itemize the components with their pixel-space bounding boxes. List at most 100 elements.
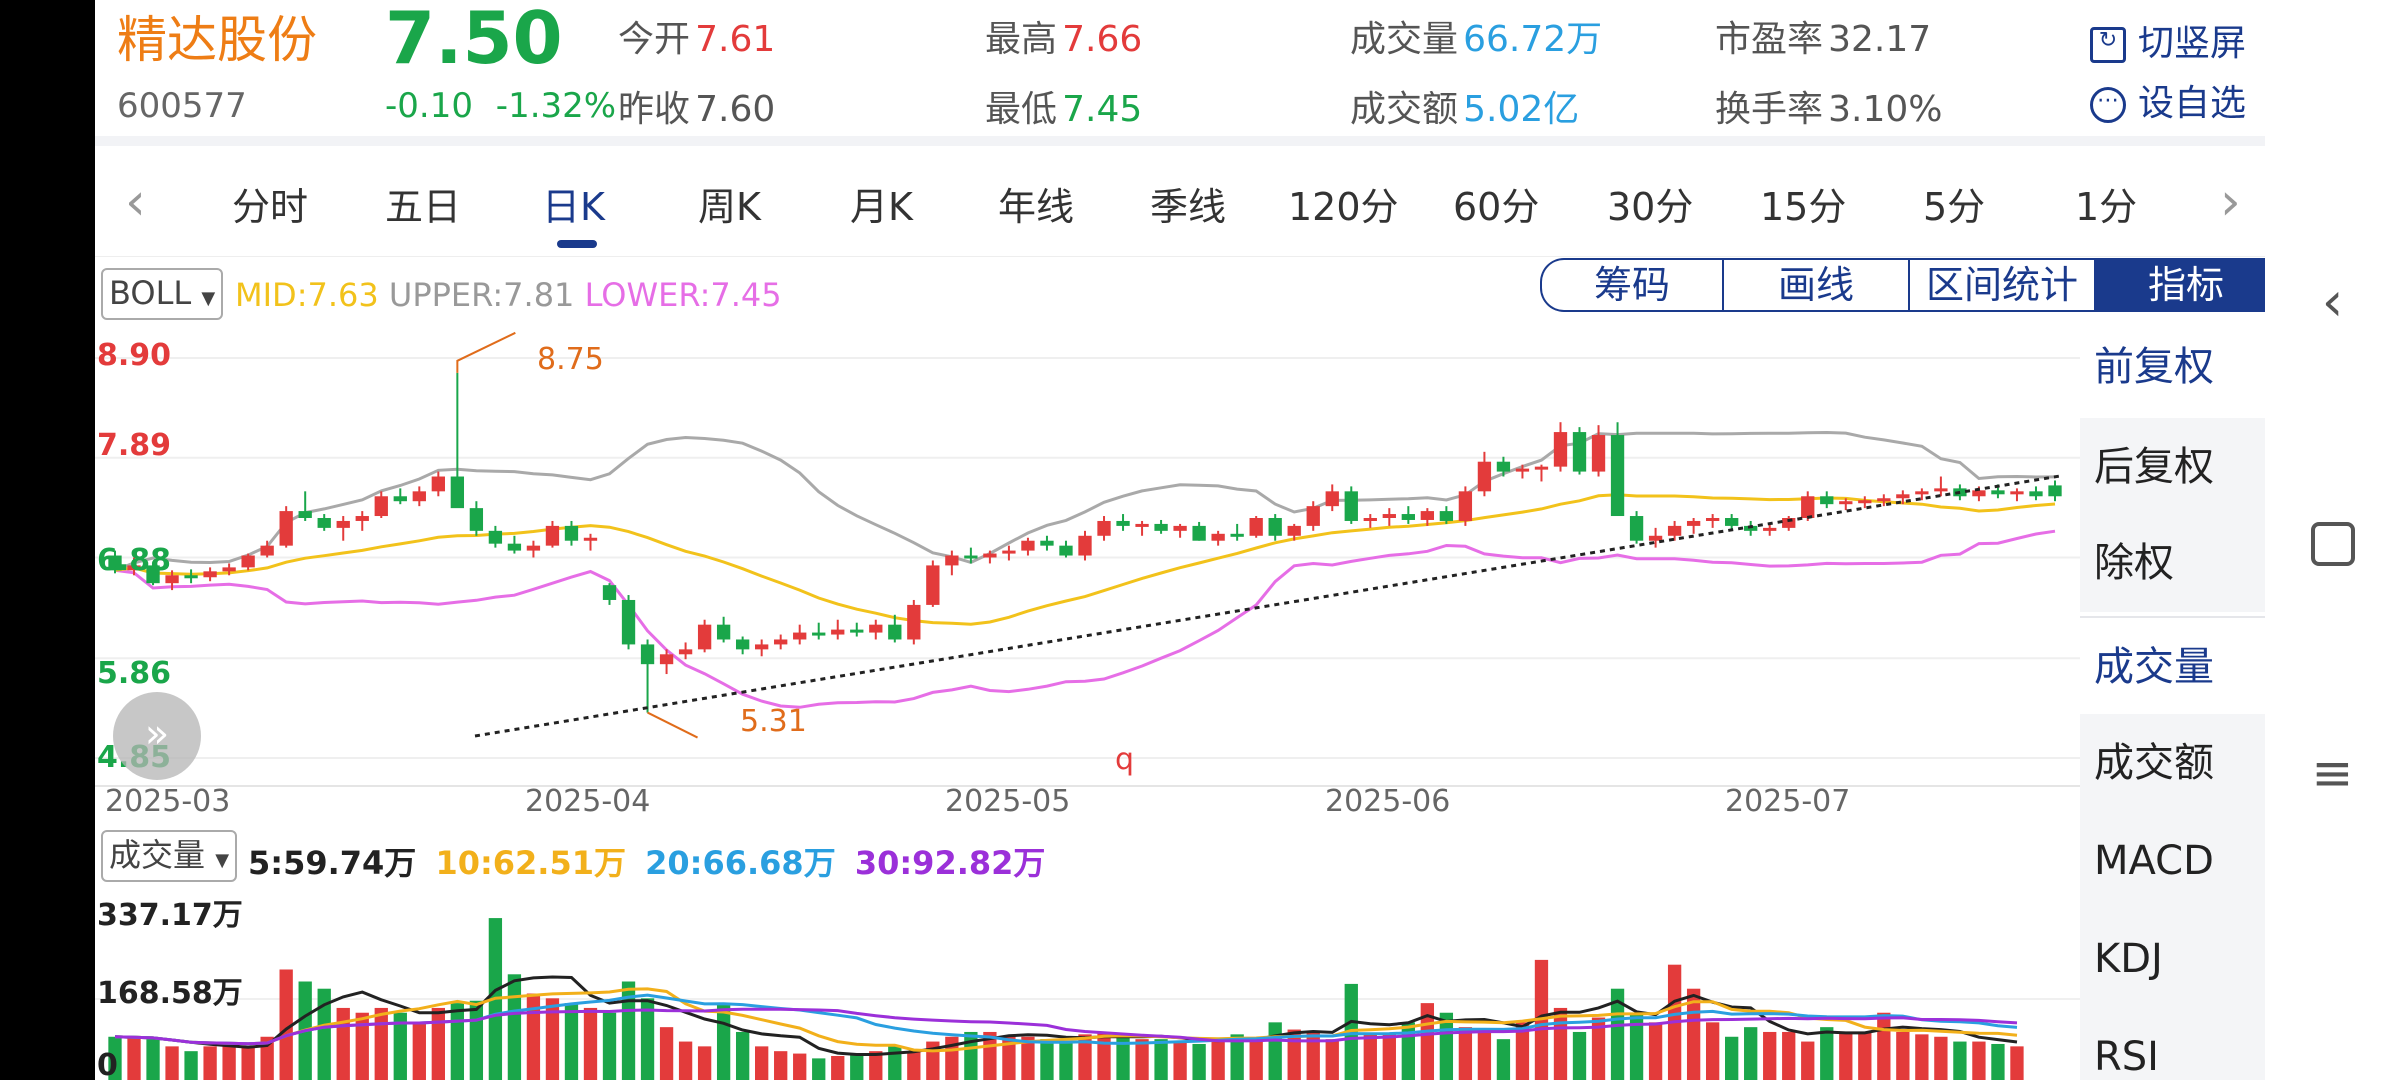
volume-bar xyxy=(1744,1027,1758,1080)
stat-label: 最高 xyxy=(985,19,1058,60)
candle-body xyxy=(1686,520,1701,526)
chart-toolbar: 筹码 画线 区间统计 指标 xyxy=(1540,258,2265,312)
date-tick: 2025-03 xyxy=(105,784,231,819)
tabs-next-icon[interactable]: › xyxy=(2220,172,2241,232)
vol-ma20: 20:66.68万 xyxy=(645,844,836,882)
candle-body xyxy=(412,491,426,502)
candle-body xyxy=(1173,525,1187,531)
vol-ma10-line xyxy=(114,987,2018,1053)
stat-label: 换手率 xyxy=(1715,89,1824,130)
volume-bar xyxy=(1002,1036,1016,1080)
stat-value: 7.45 xyxy=(1062,89,1143,130)
vol-ma30-line xyxy=(114,1007,2018,1046)
volume-indicator-select[interactable]: 成交量 ▼ xyxy=(101,830,238,882)
tab-monthly-k[interactable]: 月K xyxy=(850,185,913,229)
option-kdj[interactable]: KDJ xyxy=(2080,910,2265,1008)
tab-30min[interactable]: 30分 xyxy=(1607,185,1694,229)
candle-body xyxy=(1553,432,1568,467)
home-icon[interactable] xyxy=(2311,522,2355,566)
candle-body xyxy=(1991,490,2005,495)
boll-values: MID:7.63 UPPER:7.81 LOWER:7.45 xyxy=(235,276,782,314)
volume-bar xyxy=(793,1053,807,1080)
tabs-prev-icon[interactable]: ‹ xyxy=(125,172,146,232)
stat-label: 成交额 xyxy=(1350,89,1459,130)
boll-mid-line xyxy=(114,493,2056,626)
portrait-button[interactable]: ↻ 切竖屏 xyxy=(2090,14,2246,66)
candle-body xyxy=(260,545,274,556)
option-ex-rights[interactable]: 除权 xyxy=(2080,514,2265,612)
volume-bar xyxy=(1268,1022,1282,1080)
chips-button[interactable]: 筹码 xyxy=(1540,258,1722,312)
vol-ma5-line xyxy=(114,975,2018,1056)
tab-daily-k[interactable]: 日K xyxy=(542,185,605,229)
option-macd[interactable]: MACD xyxy=(2080,812,2265,910)
volume-bar xyxy=(869,1051,883,1080)
stat-open: 今开 7.61 xyxy=(618,10,775,62)
boll-upper: UPPER:7.81 xyxy=(388,276,575,314)
candle-body xyxy=(298,511,312,518)
volume-bar xyxy=(374,1007,388,1080)
option-rsi[interactable]: RSI xyxy=(2080,1008,2265,1080)
boll-bands xyxy=(114,430,2056,709)
range-stats-button[interactable]: 区间统计 xyxy=(1908,258,2094,312)
candle-body xyxy=(1097,520,1111,536)
volume-axis-label: 0 xyxy=(97,1048,118,1080)
candle-body xyxy=(1667,525,1682,536)
back-icon[interactable]: ‹ xyxy=(2321,270,2344,333)
volume-bar xyxy=(1725,1036,1739,1080)
tab-15min[interactable]: 15分 xyxy=(1760,185,1847,229)
candle-body xyxy=(888,624,902,640)
active-tab-indicator xyxy=(557,240,597,248)
candle-body xyxy=(945,555,959,566)
tab-yearly[interactable]: 年线 xyxy=(998,185,1075,229)
volume-bar xyxy=(602,1012,617,1080)
volume-bar xyxy=(260,1036,274,1080)
volume-bar xyxy=(1877,1012,1891,1080)
tab-wuri[interactable]: 五日 xyxy=(385,185,462,229)
tab-5min[interactable]: 5分 xyxy=(1923,185,1986,229)
volume-bar xyxy=(1953,1041,1967,1080)
more-icon: ⋯ xyxy=(2090,87,2126,123)
stat-label: 今开 xyxy=(618,19,691,60)
tab-fenshi[interactable]: 分时 xyxy=(232,185,309,229)
draw-button[interactable]: 画线 xyxy=(1722,258,1908,312)
tab-quarterly[interactable]: 季线 xyxy=(1150,185,1227,229)
volume-bar xyxy=(165,1046,179,1080)
stat-value: 7.61 xyxy=(695,19,776,60)
tab-1min[interactable]: 1分 xyxy=(2075,185,2138,229)
watchlist-button[interactable]: ⋯ 设自选 xyxy=(2090,74,2246,126)
volume-bar xyxy=(564,1003,579,1080)
volume-bar xyxy=(1915,1034,1929,1080)
candle-body xyxy=(1420,511,1435,520)
tab-120min[interactable]: 120分 xyxy=(1288,185,1399,229)
indicator-button[interactable]: 指标 xyxy=(2094,258,2265,312)
double-chevron-icon: » xyxy=(144,711,170,757)
price-change: -0.10 -1.32% xyxy=(385,86,616,126)
volume-bar xyxy=(127,1037,141,1080)
dropdown-caret-icon: ▼ xyxy=(215,850,230,871)
candle-body xyxy=(1192,525,1206,541)
candle-body xyxy=(1002,550,1016,554)
price-grid xyxy=(95,357,2080,787)
expand-button[interactable]: » xyxy=(113,692,201,780)
volume-bar xyxy=(716,1003,731,1080)
candle-body xyxy=(1477,461,1492,492)
volume-bar xyxy=(507,974,522,1080)
volume-bar xyxy=(1382,1034,1396,1080)
option-backward-adjust[interactable]: 后复权 xyxy=(2080,418,2265,516)
price-axis-label: 8.90 xyxy=(97,338,172,373)
candle-body xyxy=(184,575,198,579)
candle-body xyxy=(1839,501,1853,505)
indicator-select[interactable]: BOLL ▼ xyxy=(101,268,224,320)
option-turnover[interactable]: 成交额 xyxy=(2080,714,2265,812)
volume-bar xyxy=(1934,1036,1948,1080)
menu-icon[interactable]: ≡ xyxy=(2311,744,2354,802)
tab-60min[interactable]: 60分 xyxy=(1453,185,1540,229)
option-forward-adjust[interactable]: 前复权 xyxy=(2080,318,2265,416)
stock-app: 精达股份 600577 7.50 -0.10 -1.32% 今开 7.61 昨收… xyxy=(95,0,2265,1080)
stat-turnover: 成交额 5.02亿 xyxy=(1350,80,1579,132)
volume-bar xyxy=(1610,988,1625,1080)
tab-weekly-k[interactable]: 周K xyxy=(698,185,761,229)
option-volume[interactable]: 成交量 xyxy=(2080,616,2265,714)
candle-body xyxy=(869,624,883,633)
